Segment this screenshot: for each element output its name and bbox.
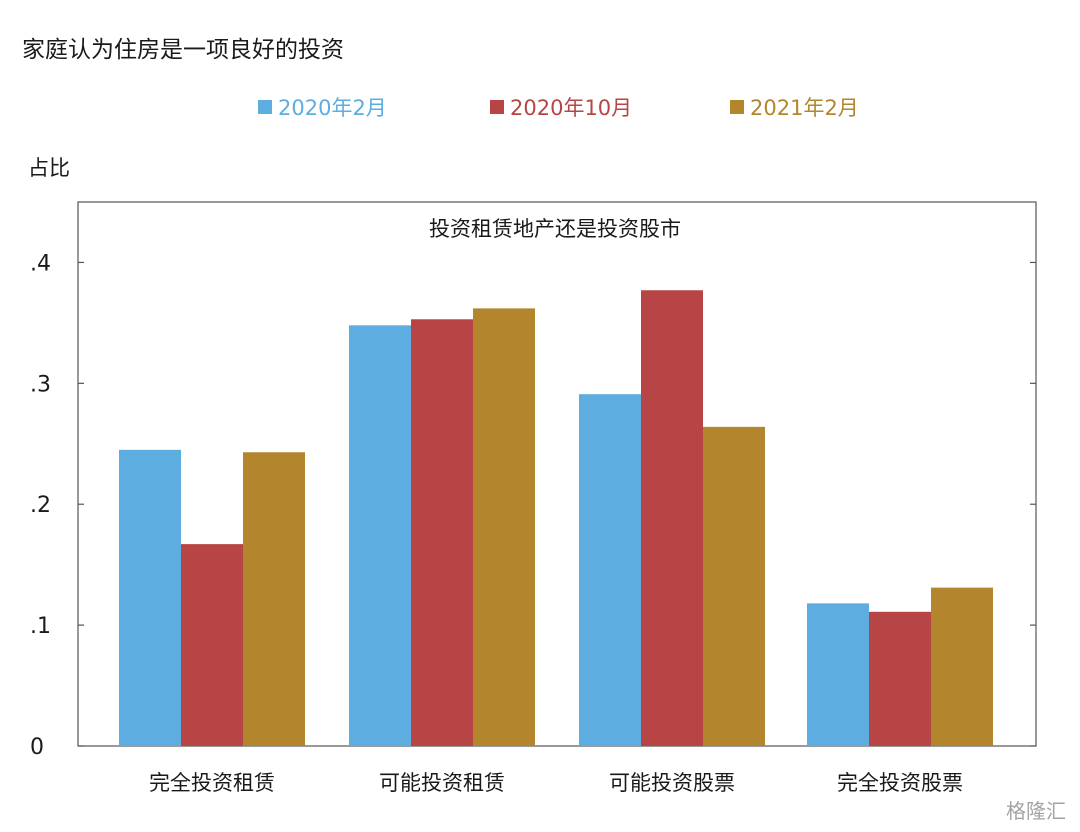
y-tick-label: .4 — [30, 251, 51, 276]
bar-1-series-1 — [411, 319, 473, 746]
category-label: 可能投资股票 — [609, 771, 735, 795]
chart-legend: 2020年2月 2020年10月 2021年2月 — [0, 92, 1080, 122]
bar-1-series-0 — [349, 325, 411, 746]
legend-swatch-2020-oct — [490, 100, 504, 114]
legend-label-2020-feb: 2020年2月 — [278, 96, 387, 120]
category-label: 可能投资租赁 — [379, 771, 505, 795]
plot-frame — [77, 201, 1037, 747]
bar-0-series-2 — [243, 452, 305, 746]
y-tick-label: .1 — [30, 614, 51, 639]
legend-swatch-2020-feb — [258, 100, 272, 114]
bar-0-series-1 — [181, 544, 243, 746]
category-label: 完全投资股票 — [837, 771, 963, 795]
bar-2-series-1 — [641, 290, 703, 746]
bar-3-series-0 — [807, 603, 869, 746]
bar-0-series-0 — [119, 449, 181, 746]
legend-label-2021-feb: 2021年2月 — [750, 96, 859, 120]
bar-2-series-0 — [579, 394, 641, 746]
legend-item-2020-feb: 2020年2月 — [258, 92, 387, 122]
bar-3-series-2 — [931, 587, 993, 746]
page-title: 家庭认为住房是一项良好的投资 — [22, 37, 344, 63]
legend-item-2020-oct: 2020年10月 — [490, 92, 632, 122]
bar-3-series-1 — [869, 611, 931, 746]
y-axis-label: 占比 — [28, 156, 70, 180]
legend-label-2020-oct: 2020年10月 — [510, 96, 633, 120]
y-tick-label: .2 — [30, 493, 51, 518]
y-tick-label: .3 — [30, 372, 51, 397]
chart-title: 投资租赁地产还是投资股市 — [429, 217, 681, 241]
legend-swatch-2021-feb — [730, 100, 744, 114]
category-label: 完全投资租赁 — [149, 771, 275, 795]
legend-item-2021-feb: 2021年2月 — [730, 92, 859, 122]
bar-2-series-2 — [703, 426, 765, 746]
bar-1-series-2 — [473, 308, 535, 746]
watermark: 格隆汇 — [1006, 799, 1066, 823]
y-tick-label: 0 — [30, 735, 44, 760]
